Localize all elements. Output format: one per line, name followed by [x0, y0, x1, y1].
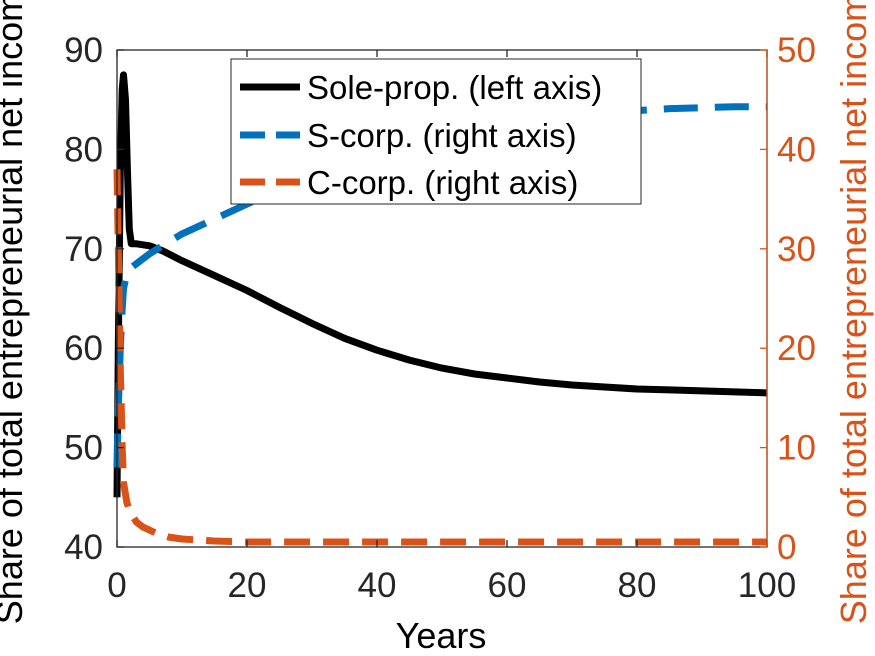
- legend-items: Sole-prop. (left axis) S-corp. (right axi…: [240, 69, 602, 201]
- x-tick-label: 20: [228, 566, 267, 605]
- right-y-axis-label: Share of total entrepreneurial net incom…: [833, 0, 874, 624]
- left-y-axis-label: Share of total entrepreneurial net incom…: [0, 0, 30, 624]
- left-y-tick-label: 60: [64, 329, 103, 368]
- right-y-tick-label: 0: [777, 528, 796, 567]
- right-y-tick-label: 40: [777, 130, 816, 169]
- series-line-3: [113, 169, 767, 546]
- legend-label-1: Sole-prop. (left axis): [307, 69, 602, 106]
- x-axis-label: Years: [396, 615, 487, 656]
- right-y-tick-label: 20: [777, 329, 816, 368]
- left-y-tick-label: 50: [64, 429, 103, 468]
- x-tick-label: 0: [107, 566, 126, 605]
- x-tick-label: 100: [738, 566, 796, 605]
- legend-label-2: S-corp. (right axis): [307, 117, 577, 154]
- x-tick-label: 40: [358, 566, 397, 605]
- left-y-tick-label: 70: [64, 230, 103, 269]
- right-y-tick-label: 50: [777, 31, 816, 70]
- right-y-tick-label: 30: [777, 230, 816, 269]
- legend-label-3: C-corp. (right axis): [307, 164, 578, 201]
- series-line-1: [113, 71, 768, 498]
- legend: Sole-prop. (left axis) S-corp. (right axi…: [230, 58, 642, 205]
- x-tick-label: 60: [488, 566, 527, 605]
- left-y-tick-label: 90: [64, 31, 103, 70]
- left-y-tick-label: 40: [64, 528, 103, 567]
- axes-layer: 0 20 40 60 80 100 40 50 60 70 80 90 0 10 20 30 40 50: [64, 31, 816, 605]
- left-y-tick-label: 80: [64, 130, 103, 169]
- x-tick-label: 80: [618, 566, 657, 605]
- right-y-tick-label: 10: [777, 429, 816, 468]
